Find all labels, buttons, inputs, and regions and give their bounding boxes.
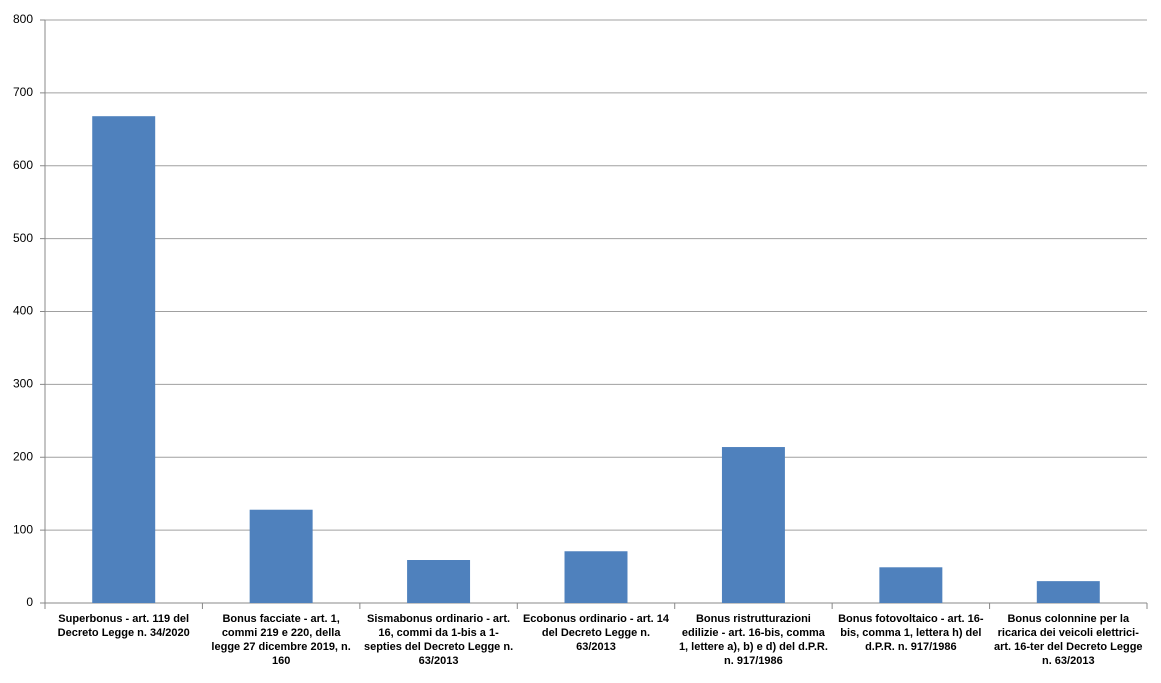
y-tick-label: 400 [13, 304, 33, 318]
y-tick-label: 200 [13, 449, 33, 463]
x-tick-label: Bonus fotovoltaico - art. 16-bis, comma … [838, 613, 984, 653]
y-tick-label: 0 [26, 595, 33, 609]
y-tick-label: 300 [13, 377, 33, 391]
bar [879, 567, 943, 603]
y-tick-label: 500 [13, 231, 33, 245]
y-tick-label: 800 [13, 12, 33, 26]
y-tick-label: 600 [13, 158, 33, 172]
y-tick-label: 100 [13, 522, 33, 536]
x-tick-label: Bonus colonnine per la ricarica dei veic… [993, 613, 1143, 667]
bar [407, 560, 471, 603]
bar [564, 551, 628, 603]
bar [1036, 581, 1100, 603]
x-tick-label: Bonus facciate - art. 1, commi 219 e 220… [211, 613, 351, 667]
x-tick-label: Ecobonus ordinario - art. 14 del Decreto… [522, 613, 670, 653]
x-tick-label: Superbonus - art. 119 del Decreto Legge … [57, 613, 190, 639]
x-tick-label: Sismabonus ordinario - art. 16, commi da… [363, 613, 514, 667]
bar [249, 509, 313, 603]
y-tick-label: 700 [13, 85, 33, 99]
bar [721, 447, 785, 603]
bar [92, 116, 156, 603]
x-tick-label: Bonus ristrutturazioni edilizie - art. 1… [678, 613, 828, 667]
